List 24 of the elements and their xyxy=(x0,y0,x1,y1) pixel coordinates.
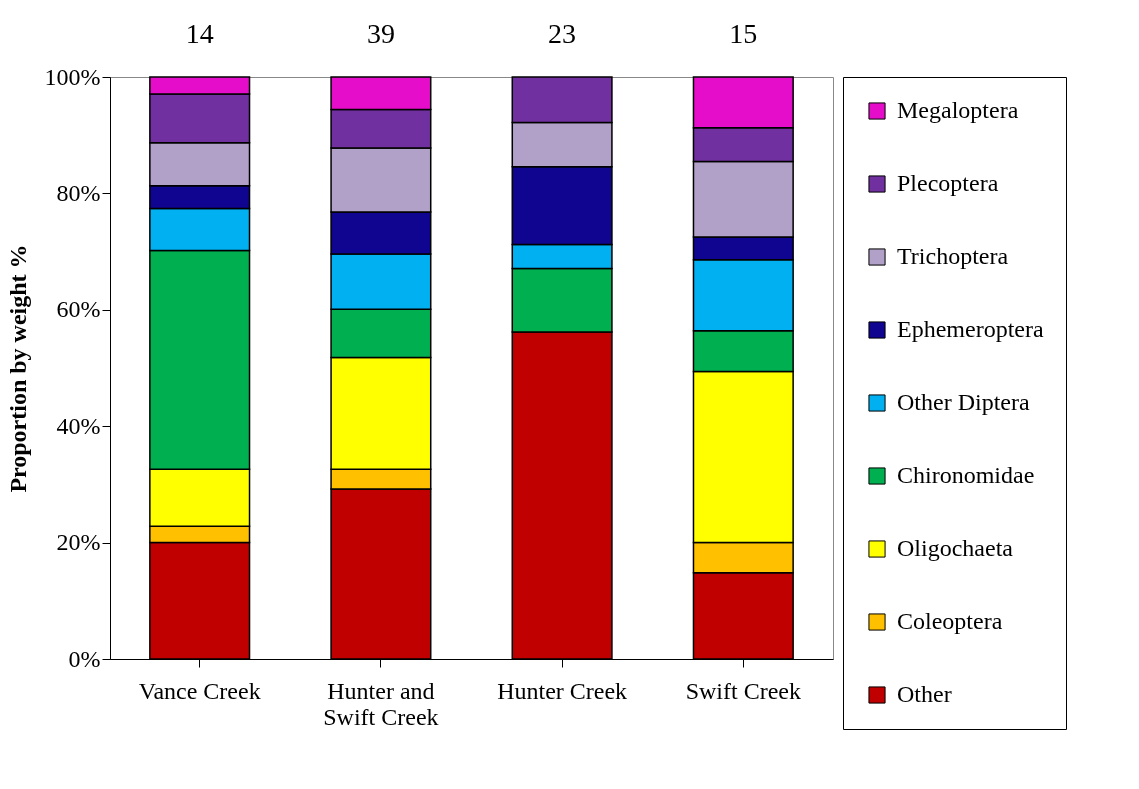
legend-label: Oligochaeta xyxy=(897,535,1014,561)
text: 23 xyxy=(548,18,577,49)
text: 15 xyxy=(729,18,758,49)
text: 14 xyxy=(185,18,214,49)
legend-label: Chironomidae xyxy=(897,462,1035,488)
text: 39 xyxy=(366,18,395,49)
x-tick-label: Swift Creek xyxy=(685,677,801,704)
legend-label: Other Diptera xyxy=(897,389,1030,415)
y-axis-title: Proportion by weight % xyxy=(4,244,31,493)
x-tick-label: Vance Creek xyxy=(138,677,261,704)
legend-label: Coleoptera xyxy=(897,608,1003,634)
y-tick-label: 0% xyxy=(68,645,101,672)
x-tick-label: Hunter Creek xyxy=(497,677,628,704)
legend-label: Ephemeroptera xyxy=(897,316,1044,342)
legend-label: Other xyxy=(897,681,952,707)
y-tick-label: 80% xyxy=(56,179,101,206)
y-tick-label: 40% xyxy=(56,412,101,439)
legend-label: Megaloptera xyxy=(897,97,1019,123)
y-tick-label: 60% xyxy=(56,296,101,323)
y-tick-label: 100% xyxy=(44,63,101,90)
x-tick-label: Hunter and Swift Creek xyxy=(323,677,439,730)
legend-label: Trichoptera xyxy=(897,243,1009,269)
y-tick-label: 20% xyxy=(56,529,101,556)
legend-label: Plecoptera xyxy=(897,170,999,196)
